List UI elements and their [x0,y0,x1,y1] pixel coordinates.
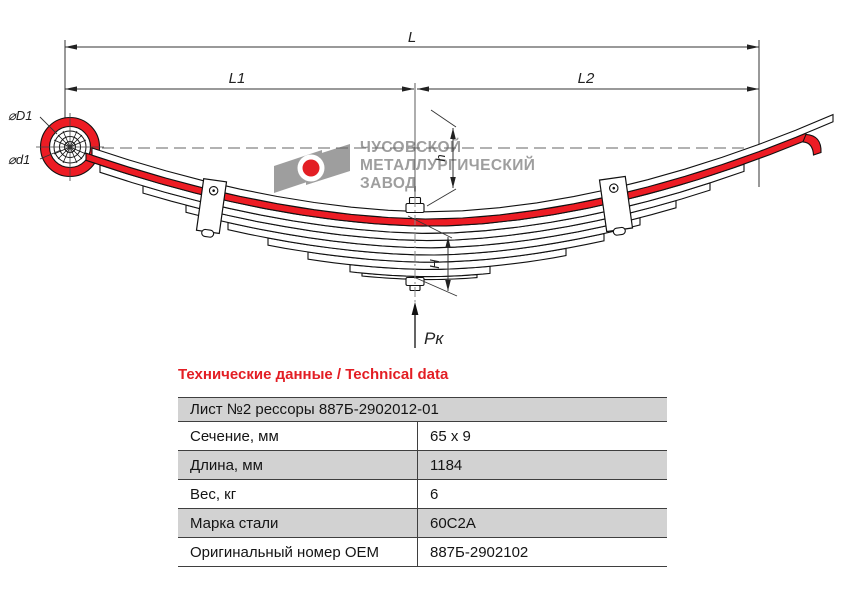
technical-data-table: Лист №2 рессоры 887Б-2902012-01 Сечение,… [178,397,667,567]
eye-diameter-callouts: ⌀D1 ⌀d1 [8,108,62,167]
leaf-stack [85,113,834,281]
row-value: 6 [430,485,439,503]
table-header-row: Лист №2 рессоры 887Б-2902012-01 [178,398,667,422]
load-arrow: Рк [411,302,444,348]
watermark-line2: МЕТАЛЛУРГИЧЕСКИЙ [360,156,535,174]
clamp-right [598,175,634,236]
row-label: Сечение, мм [178,422,418,450]
red-leaf-hook [802,133,822,156]
load-label: Рк [424,329,444,348]
logo-dot [302,159,320,177]
leaf-spring-drawing: ЧУСОВСКОЙ МЕТАЛЛУРГИЧЕСКИЙ ЗАВОД L L1 L2 [8,29,834,348]
dim-label-L2: L2 [578,70,595,87]
pack-height-dimension: Н [407,215,458,297]
dim-label-h: h [433,154,448,161]
row-label: Длина, мм [178,451,418,479]
table-row: Сечение, мм 65 x 9 [178,422,667,451]
table-row: Длина, мм 1184 [178,451,667,480]
row-label: Оригинальный номер OEM [178,538,418,566]
row-value: 65 x 9 [430,427,471,445]
clamp-left [195,178,228,238]
dim-label-L: L [408,29,416,46]
factory-logo: ЧУСОВСКОЙ МЕТАЛЛУРГИЧЕСКИЙ ЗАВОД [274,138,535,193]
section-title: Технические данные / Technical data [178,366,449,383]
dim-label-D1: ⌀D1 [8,108,32,123]
row-value: 887Б-2902102 [430,543,529,561]
watermark-line3: ЗАВОД [360,175,417,192]
row-label: Вес, кг [178,480,418,508]
table-row: Марка стали 60С2А [178,509,667,538]
row-label: Марка стали [178,509,418,537]
spring-eye [36,113,104,181]
table-row: Оригинальный номер OEM 887Б-2902102 [178,538,667,567]
dimension-arrows [65,44,759,92]
watermark-line1: ЧУСОВСКОЙ [360,138,461,156]
table-header-text: Лист №2 рессоры 887Б-2902012-01 [190,401,439,418]
arc-height-dimension: h [426,109,457,207]
dim-label-H: Н [427,259,442,269]
row-value: 60С2А [430,514,476,532]
table-row: Вес, кг 6 [178,480,667,509]
spring-leaf [91,113,834,220]
dim-label-L1: L1 [229,70,246,87]
dim-label-d1: ⌀d1 [8,152,30,167]
row-value: 1184 [430,456,463,474]
